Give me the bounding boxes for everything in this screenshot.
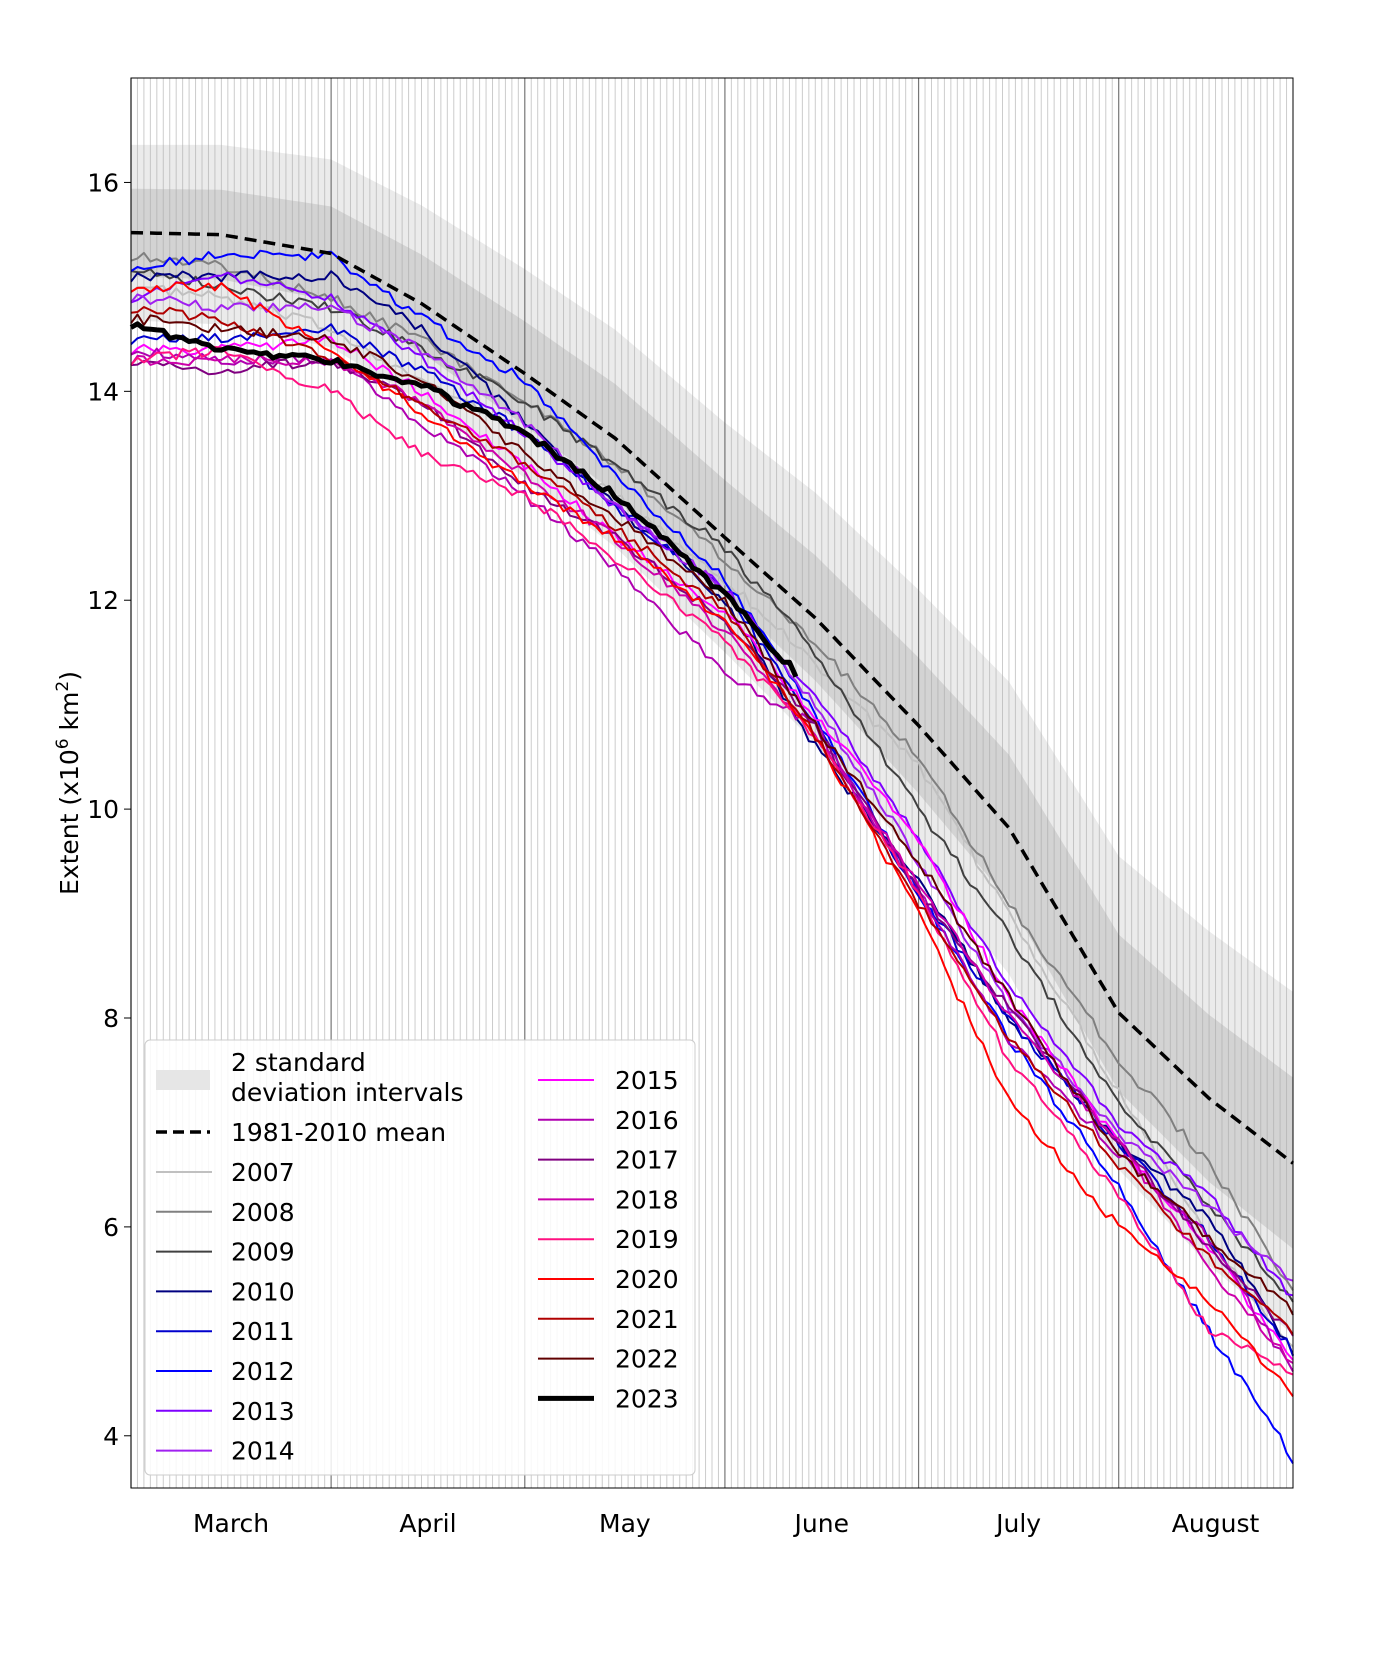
legend-label-2010: 2010 bbox=[231, 1277, 295, 1306]
legend-label-2013: 2013 bbox=[231, 1397, 295, 1426]
legend-mean-label: 1981-2010 mean bbox=[231, 1118, 446, 1147]
series-line-2022 bbox=[130, 313, 1294, 1316]
x-axis: March April May June July August bbox=[193, 1509, 1260, 1538]
legend-label-2022: 2022 bbox=[615, 1345, 679, 1374]
series-line-2020 bbox=[130, 281, 1294, 1397]
y-axis-label: Extent (x106 km2) bbox=[53, 671, 84, 895]
series-line-2014 bbox=[130, 293, 1294, 1282]
y-tick-label: 12 bbox=[87, 586, 119, 615]
series-line-2023 bbox=[129, 321, 799, 678]
legend-box bbox=[144, 1039, 696, 1476]
plot-frame bbox=[130, 77, 1294, 1489]
y-tick-label: 4 bbox=[103, 1422, 119, 1451]
x-month-label: July bbox=[994, 1509, 1041, 1538]
legend: 2 standard deviation intervals 1981-2010… bbox=[144, 1039, 696, 1476]
x-month-label: March bbox=[193, 1509, 269, 1538]
legend-label-2023: 2023 bbox=[615, 1384, 679, 1413]
mean-line bbox=[130, 230, 1295, 1165]
legend-label-2021: 2021 bbox=[615, 1305, 679, 1334]
series-line-2008 bbox=[130, 251, 1294, 1291]
y-axis: 4 6 8 10 12 14 16 bbox=[87, 168, 131, 1451]
legend-label-2017: 2017 bbox=[615, 1146, 679, 1175]
legend-label-2015: 2015 bbox=[615, 1066, 679, 1095]
legend-label-2014: 2014 bbox=[231, 1437, 295, 1466]
legend-label-2016: 2016 bbox=[615, 1106, 679, 1135]
series-line-2013 bbox=[130, 271, 1294, 1297]
legend-label-2020: 2020 bbox=[615, 1265, 679, 1294]
series-line-2021 bbox=[130, 306, 1294, 1336]
legend-label-2018: 2018 bbox=[615, 1185, 679, 1214]
legend-label-2009: 2009 bbox=[231, 1238, 295, 1267]
legend-band-label: 2 standard bbox=[231, 1048, 366, 1077]
x-month-label: June bbox=[793, 1509, 849, 1538]
series-lines bbox=[129, 230, 1295, 1465]
legend-label-2007: 2007 bbox=[231, 1158, 295, 1187]
legend-label-2012: 2012 bbox=[231, 1357, 295, 1386]
y-tick-label: 8 bbox=[103, 1004, 119, 1033]
legend-label-2008: 2008 bbox=[231, 1198, 295, 1227]
series-line-2009 bbox=[130, 268, 1294, 1303]
y-tick-label: 16 bbox=[87, 168, 119, 197]
legend-band-swatch bbox=[156, 1070, 210, 1090]
y-tick-label: 10 bbox=[87, 795, 119, 824]
legend-label-2011: 2011 bbox=[231, 1317, 295, 1346]
y-tick-label: 14 bbox=[87, 377, 119, 406]
legend-label-2019: 2019 bbox=[615, 1225, 679, 1254]
x-month-label: May bbox=[599, 1509, 651, 1538]
series-line-2019 bbox=[130, 346, 1294, 1376]
series-line-2018 bbox=[130, 354, 1294, 1364]
legend-band-label: deviation intervals bbox=[231, 1078, 463, 1107]
x-month-label: August bbox=[1172, 1509, 1260, 1538]
y-tick-label: 6 bbox=[103, 1213, 119, 1242]
x-month-label: April bbox=[399, 1509, 456, 1538]
